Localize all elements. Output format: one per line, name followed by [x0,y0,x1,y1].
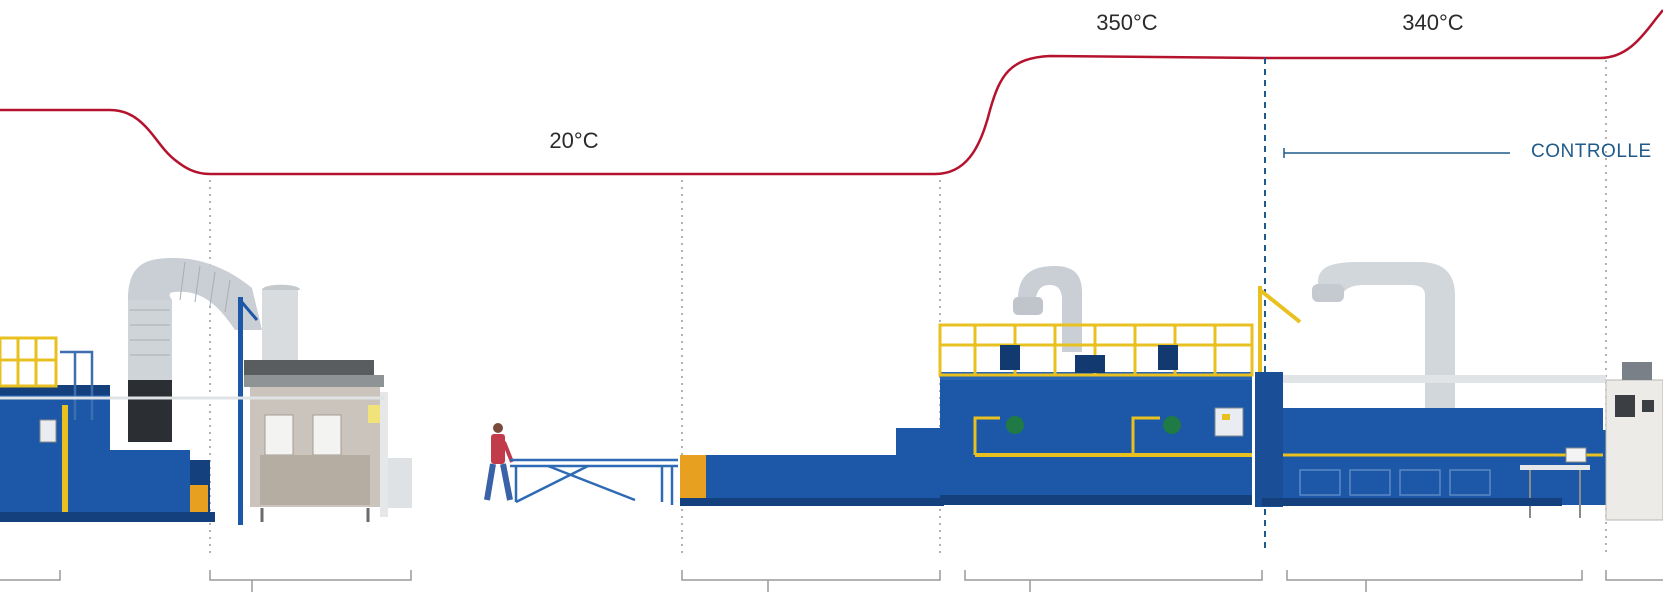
bracket-5 [1286,570,1583,592]
exhaust-duct [128,258,262,442]
zone-label: CONTROLLE [1531,141,1652,162]
bracket-3 [681,570,941,592]
bracket-4 [964,570,1263,592]
zone-indicator [1283,148,1510,158]
temperature-curve [0,9,1663,176]
temperature-label-ambient: 20°C [549,128,599,153]
temperature-label-holding: 340°C [1402,10,1464,35]
bracket-2 [209,570,412,592]
machine-gray-furnace [244,284,412,522]
machine-blue-tunnel [680,428,944,506]
temperature-label-heating: 350°C [1096,10,1158,35]
worker-icon [484,423,514,501]
bracket-6 [1605,570,1663,581]
machine-cooling-section [1255,262,1606,518]
bracket-1 [0,570,61,581]
control-cabinet [1605,362,1663,521]
support-pole [238,297,243,525]
conveyor-frame [510,458,678,505]
machine-washer [0,336,215,522]
machine-blue-furnace [938,266,1254,505]
section-brackets [0,570,1663,592]
